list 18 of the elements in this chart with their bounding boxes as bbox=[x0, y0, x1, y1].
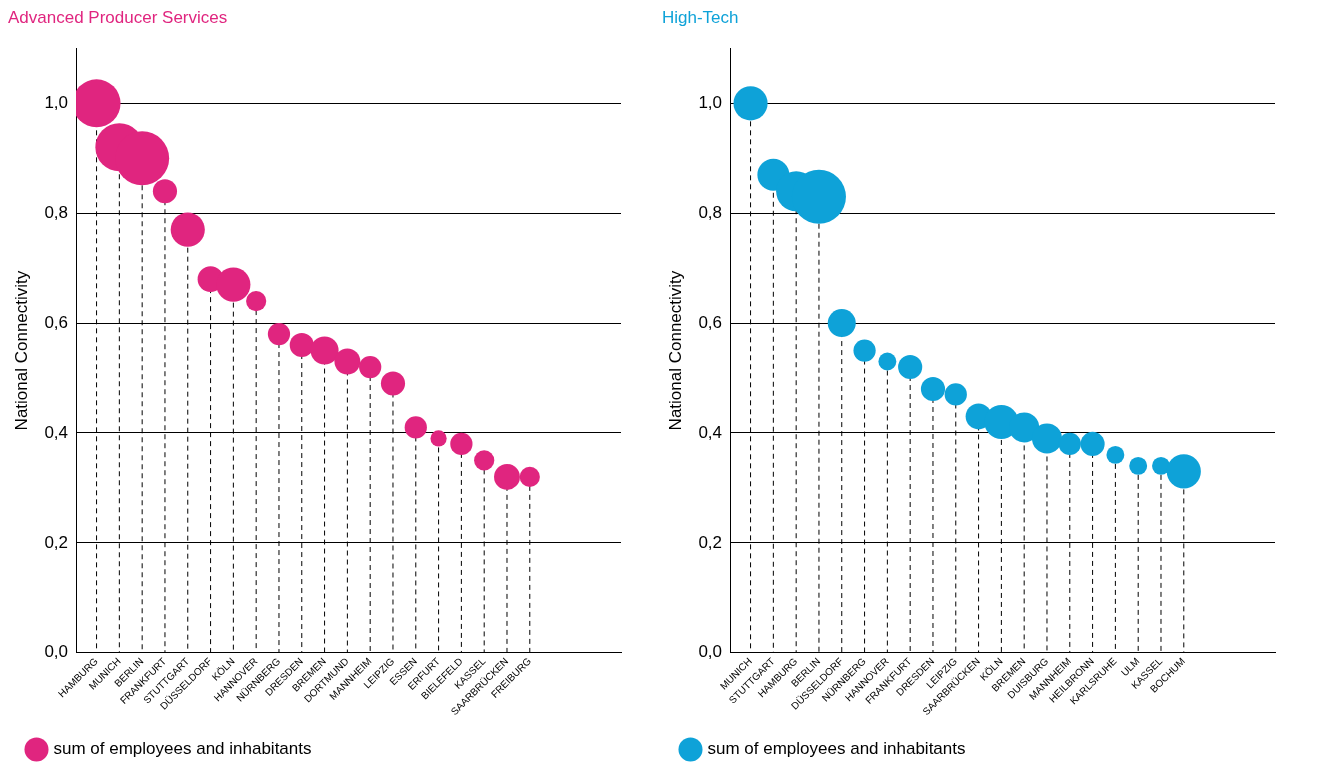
y-axis-title: National Connectivity bbox=[665, 270, 685, 431]
y-axis-title: National Connectivity bbox=[11, 270, 31, 431]
chart-title: High-Tech bbox=[662, 7, 739, 27]
y-tick-label: 0,0 bbox=[698, 642, 723, 662]
legend-label: sum of employees and inhabitants bbox=[53, 739, 312, 759]
y-tick-label: 0,4 bbox=[44, 422, 69, 442]
y-tick-label: 1,0 bbox=[44, 93, 69, 113]
y-tick-label: 0,6 bbox=[698, 312, 723, 332]
y-tick-label: 0,2 bbox=[44, 532, 69, 552]
y-tick-label: 0,4 bbox=[698, 422, 723, 442]
y-tick-label: 1,0 bbox=[698, 93, 723, 113]
legend-label: sum of employees and inhabitants bbox=[707, 739, 966, 759]
chart-title: Advanced Producer Services bbox=[8, 7, 228, 27]
y-tick-label: 0,2 bbox=[698, 532, 723, 552]
y-tick-label: 0,6 bbox=[44, 312, 69, 332]
y-tick-label: 0,8 bbox=[44, 202, 69, 222]
y-tick-label: 0,8 bbox=[698, 202, 723, 222]
y-tick-label: 0,0 bbox=[44, 642, 69, 662]
